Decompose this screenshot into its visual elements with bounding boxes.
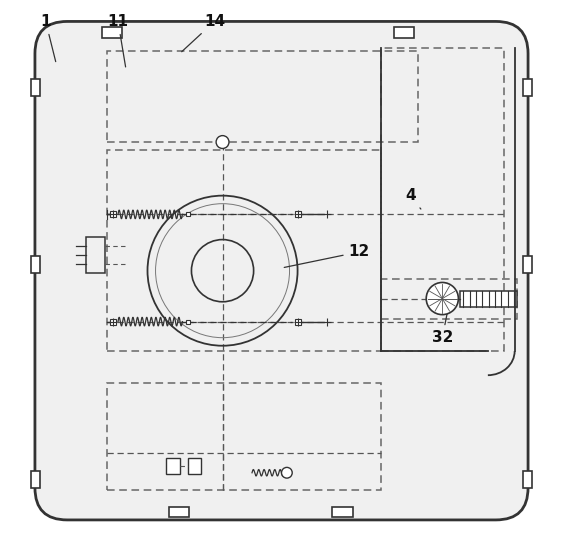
Polygon shape bbox=[522, 79, 533, 96]
Text: 1: 1 bbox=[41, 14, 56, 62]
Polygon shape bbox=[394, 27, 414, 38]
FancyBboxPatch shape bbox=[35, 21, 528, 520]
Polygon shape bbox=[30, 79, 41, 96]
Polygon shape bbox=[30, 256, 41, 273]
Polygon shape bbox=[30, 471, 41, 488]
Polygon shape bbox=[187, 458, 201, 474]
Polygon shape bbox=[332, 507, 353, 517]
Text: 11: 11 bbox=[108, 14, 128, 67]
Polygon shape bbox=[102, 27, 122, 38]
Circle shape bbox=[426, 282, 458, 315]
Polygon shape bbox=[522, 471, 533, 488]
Text: 14: 14 bbox=[182, 14, 225, 51]
Text: 12: 12 bbox=[284, 244, 370, 267]
Text: 4: 4 bbox=[405, 188, 421, 209]
Polygon shape bbox=[460, 291, 517, 307]
Circle shape bbox=[216, 136, 229, 148]
Polygon shape bbox=[169, 507, 189, 517]
Polygon shape bbox=[522, 256, 533, 273]
Polygon shape bbox=[166, 458, 180, 474]
Circle shape bbox=[282, 467, 292, 478]
Text: 32: 32 bbox=[432, 314, 453, 345]
